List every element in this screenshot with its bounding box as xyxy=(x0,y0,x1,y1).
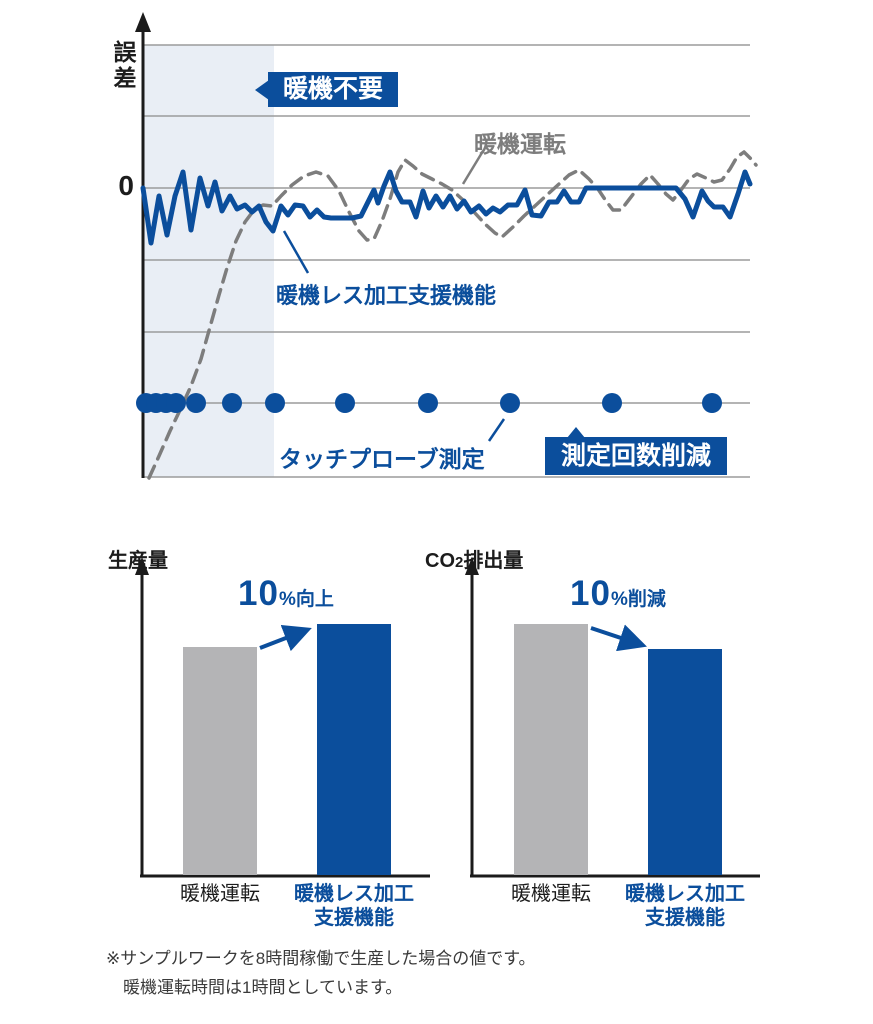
bar-warmupless xyxy=(648,649,722,875)
category-label-warmupless: 暖機レス加工 支援機能 xyxy=(615,882,755,930)
category-label-line1: 暖機レス加工 xyxy=(294,883,414,905)
touch-probe-dot xyxy=(500,393,520,413)
touch-probe-dot xyxy=(222,393,242,413)
y-axis-arrow-icon xyxy=(465,557,479,575)
y-axis-title: 誤差 xyxy=(110,40,136,92)
no-warmup-badge-label: 暖機不要 xyxy=(283,75,384,103)
probe-dots-layer xyxy=(136,393,722,413)
annotation-value: 10 xyxy=(570,574,611,613)
touch-probe-dot xyxy=(166,393,186,413)
production-chart-title: 生産量 xyxy=(108,550,168,572)
co2-annotation: 10 %削減 xyxy=(570,574,666,614)
production-annotation: 10 %向上 xyxy=(238,574,334,614)
no-warmup-badge: 暖機不要 xyxy=(255,72,399,107)
production-bar-chart: 生産量 10 %向上 暖機運転 暖機レス加工 支援機能 xyxy=(95,540,440,950)
annotation-unit: %削減 xyxy=(610,589,666,610)
decrease-arrow-icon xyxy=(590,624,647,652)
y-axis-arrow-icon xyxy=(135,12,151,32)
category-label-warmup: 暖機運転 xyxy=(511,883,591,905)
increase-arrow-icon xyxy=(259,625,312,652)
co2-chart-title: CO2排出量 xyxy=(425,544,523,573)
bar-warmup xyxy=(183,647,257,875)
touch-probe-label: タッチプローブ測定 xyxy=(279,446,485,472)
warmupless-label-pointer xyxy=(282,230,310,274)
touch-probe-dot xyxy=(702,393,722,413)
y-axis-arrow-icon xyxy=(135,557,149,575)
bar-warmupless xyxy=(317,624,391,875)
badge-up-pointer-icon xyxy=(567,427,585,438)
co2-title-suffix: 排出量 xyxy=(463,550,524,572)
error-line-chart-plot xyxy=(135,12,758,480)
touch-probe-dot xyxy=(186,393,206,413)
fewer-measurements-badge-label: 測定回数削減 xyxy=(561,442,712,470)
category-label-warmupless: 暖機レス加工 支援機能 xyxy=(284,882,424,930)
category-label-line1: 暖機レス加工 xyxy=(625,883,745,905)
footnote-line1: ※サンプルワークを8時間稼働で生産した場合の値です。 xyxy=(106,949,536,968)
production-chart-axes xyxy=(135,557,430,878)
zero-tick-label: 0 xyxy=(118,170,134,201)
line-series-layer xyxy=(140,150,758,480)
warmup-label-pointer xyxy=(461,150,485,185)
fewer-measurements-badge: 測定回数削減 xyxy=(545,427,728,475)
probe-label-pointer xyxy=(487,418,506,442)
warmupless-line xyxy=(140,169,753,246)
touch-probe-dot xyxy=(265,393,285,413)
touch-probe-dot xyxy=(418,393,438,413)
bar-warmup xyxy=(514,624,588,875)
annotation-value: 10 xyxy=(238,574,279,613)
footnote-line2: 暖機運転時間は1時間としています。 xyxy=(123,978,403,997)
category-label-warmup: 暖機運転 xyxy=(180,883,260,905)
annotation-unit: %向上 xyxy=(278,589,334,610)
co2-title-subscript: 2 xyxy=(455,554,464,571)
category-label-line2: 支援機能 xyxy=(314,907,394,929)
co2-bar-chart: CO2排出量 10 %削減 暖機運転 暖機レス加工 支援機能 xyxy=(425,540,770,950)
category-label-line2: 支援機能 xyxy=(645,907,725,929)
warmupless-series-label: 暖機レス加工支援機能 xyxy=(276,283,497,308)
co2-chart-axes xyxy=(465,557,760,878)
touch-probe-dot xyxy=(335,393,355,413)
co2-title-prefix: CO xyxy=(425,550,455,572)
touch-probe-dot xyxy=(602,393,622,413)
warmup-series-label: 暖機運転 xyxy=(474,131,566,157)
badge-left-pointer-icon xyxy=(255,79,269,100)
footnote: ※サンプルワークを8時間稼働で生産した場合の値です。 暖機運転時間は1時間として… xyxy=(106,944,536,1002)
